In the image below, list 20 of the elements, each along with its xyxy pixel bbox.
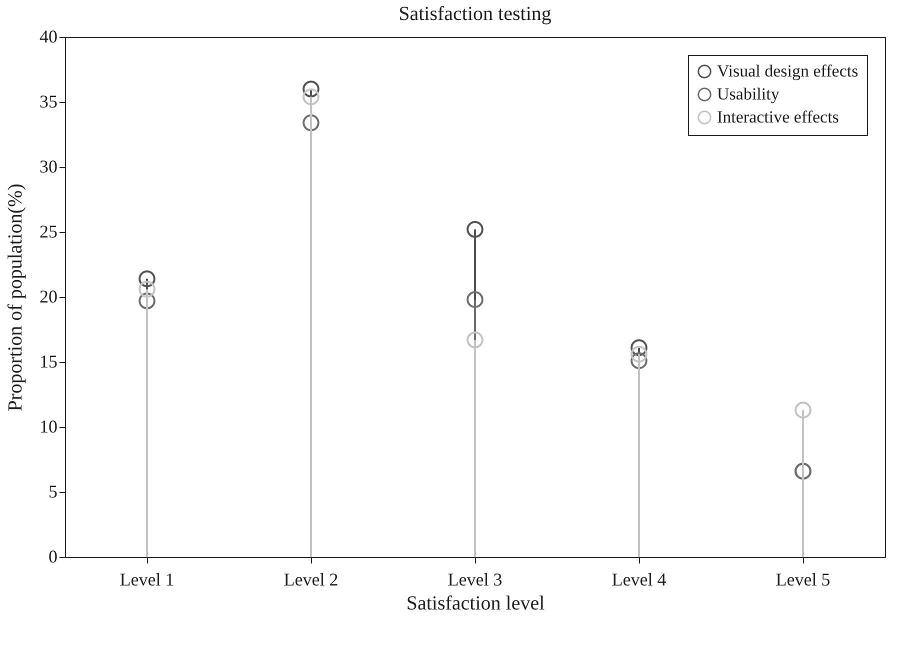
y-tick-label: 40 [40, 26, 58, 46]
y-tick-label: 0 [48, 546, 58, 566]
x-tick-label: Level 2 [284, 570, 338, 590]
y-tick-label: 25 [40, 222, 58, 242]
y-axis-title: Proportion of population(%) [4, 184, 26, 412]
y-tick-label: 15 [40, 352, 58, 372]
y-tick-label: 20 [40, 286, 58, 306]
x-axis-title: Satisfaction level [406, 592, 546, 614]
legend-label: Visual design effects [717, 62, 858, 80]
legend-label: Interactive effects [717, 108, 839, 126]
x-tick-label: Level 4 [612, 570, 666, 590]
y-tick-label: 30 [40, 156, 58, 176]
legend-label: Usability [717, 84, 780, 104]
x-tick-label: Level 5 [776, 570, 830, 590]
chart-title: Satisfaction testing [398, 3, 552, 25]
x-tick-label: Level 3 [448, 570, 502, 590]
x-tick-label: Level 1 [120, 570, 174, 590]
y-tick-label: 10 [40, 416, 58, 436]
y-tick-label: 35 [40, 92, 58, 112]
y-tick-label: 5 [48, 482, 58, 502]
